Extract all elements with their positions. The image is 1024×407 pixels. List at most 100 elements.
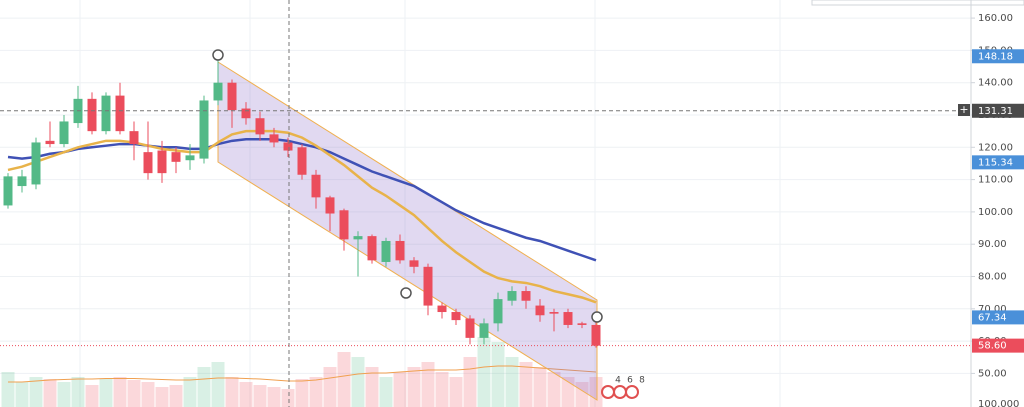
volume-bar — [29, 377, 43, 407]
candle-body — [199, 100, 209, 159]
price-label: 58.60 — [978, 341, 1007, 352]
anchor[interactable] — [400, 287, 412, 299]
event-label[interactable]: 8 — [639, 376, 645, 386]
volume-bar — [477, 337, 491, 407]
candle-body — [157, 150, 167, 174]
price-label-box — [972, 49, 1024, 64]
volume-bar — [85, 385, 99, 407]
price-label: 115.34 — [978, 157, 1013, 168]
candle-body — [129, 131, 139, 145]
event-label[interactable]: 6 — [627, 376, 633, 386]
candle-body — [31, 142, 41, 185]
candle-body — [521, 291, 531, 301]
volume-axis-label: 100.000 — [978, 399, 1019, 407]
candle-body — [283, 142, 293, 151]
candle-body — [269, 134, 279, 143]
candle-body — [17, 176, 27, 187]
volume-bar — [421, 362, 435, 407]
volume-bar — [99, 379, 113, 407]
volume-bar — [379, 377, 393, 407]
ma-line — [7, 129, 597, 304]
candle-body — [311, 174, 321, 198]
candle-body — [353, 236, 363, 240]
candle-body — [591, 324, 601, 346]
volume-bar — [393, 372, 407, 407]
volume-bar — [225, 377, 239, 407]
volume-bar — [533, 367, 547, 407]
volume-bar — [365, 367, 379, 407]
volume-bar — [239, 382, 253, 407]
candle-body — [451, 312, 461, 321]
price-axis: 160.00150.00140.00130.00120.00110.00100.… — [0, 13, 1024, 407]
volume-ma — [8, 365, 597, 383]
candle-body — [339, 210, 349, 240]
y-tick-label: 80.00 — [978, 272, 1007, 283]
volume-bar — [519, 362, 533, 407]
candle-body — [325, 197, 335, 214]
volume-bar — [449, 377, 463, 407]
candle-body — [3, 176, 13, 206]
volume-bar — [505, 357, 519, 407]
candle-body — [577, 323, 587, 325]
volume-bar — [43, 379, 57, 407]
price-label-box — [972, 155, 1024, 170]
volume — [1, 337, 603, 407]
candle-body — [507, 291, 517, 301]
volume-bar — [547, 372, 561, 407]
candle-body — [87, 98, 97, 132]
volume-bar — [295, 379, 309, 407]
popup-edge — [811, 0, 1024, 6]
anchor[interactable] — [591, 311, 603, 323]
volume-bar — [323, 367, 337, 407]
volume-bar — [435, 372, 449, 407]
candle-body — [381, 240, 391, 262]
volume-bar — [155, 387, 169, 407]
y-tick-label: 160.00 — [978, 13, 1013, 24]
volume-bar — [127, 380, 141, 407]
volume-bar — [309, 377, 323, 407]
event-label[interactable]: 4 — [615, 376, 621, 386]
candle-body — [59, 121, 69, 145]
candle-body — [171, 152, 181, 162]
volume-bar — [141, 382, 155, 407]
y-tick-label: 140.00 — [978, 78, 1013, 89]
volume-bar — [253, 385, 267, 407]
candle-body — [143, 152, 153, 174]
volume-bar — [463, 357, 477, 407]
price-label-box — [972, 310, 1024, 325]
plus-icon[interactable]: + — [959, 103, 968, 116]
candle-body — [409, 260, 419, 267]
price-label: 131.31 — [978, 106, 1013, 117]
volume-bar — [281, 389, 295, 407]
volume-bar — [337, 352, 351, 407]
candle-body — [297, 147, 307, 175]
volume-bar — [351, 357, 365, 407]
event-icon — [613, 385, 627, 399]
volume-bar — [71, 377, 85, 407]
y-tick-label: 70.00 — [978, 304, 1007, 315]
trend-channel — [217, 61, 598, 401]
candles — [3, 60, 601, 348]
candle-body — [367, 236, 377, 261]
candle-body — [227, 82, 237, 111]
volume-bar — [57, 382, 71, 407]
candle-body — [255, 118, 265, 135]
y-tick-label: 100.00 — [978, 207, 1013, 218]
anchor[interactable] — [212, 49, 224, 61]
candle-body — [465, 318, 475, 338]
candle-body — [241, 108, 251, 119]
y-tick-label: 110.00 — [978, 175, 1013, 186]
volume-bar — [15, 382, 29, 407]
candle-body — [395, 240, 405, 261]
candle-body — [437, 305, 447, 313]
volume-bar — [589, 377, 603, 407]
price-label-box — [972, 338, 1024, 353]
candle-body — [115, 95, 125, 132]
volume-bar — [407, 367, 421, 407]
candle-body — [185, 155, 195, 161]
volume-bar — [169, 385, 183, 407]
crosshair-plus[interactable] — [958, 104, 970, 116]
candle-body — [493, 299, 503, 324]
